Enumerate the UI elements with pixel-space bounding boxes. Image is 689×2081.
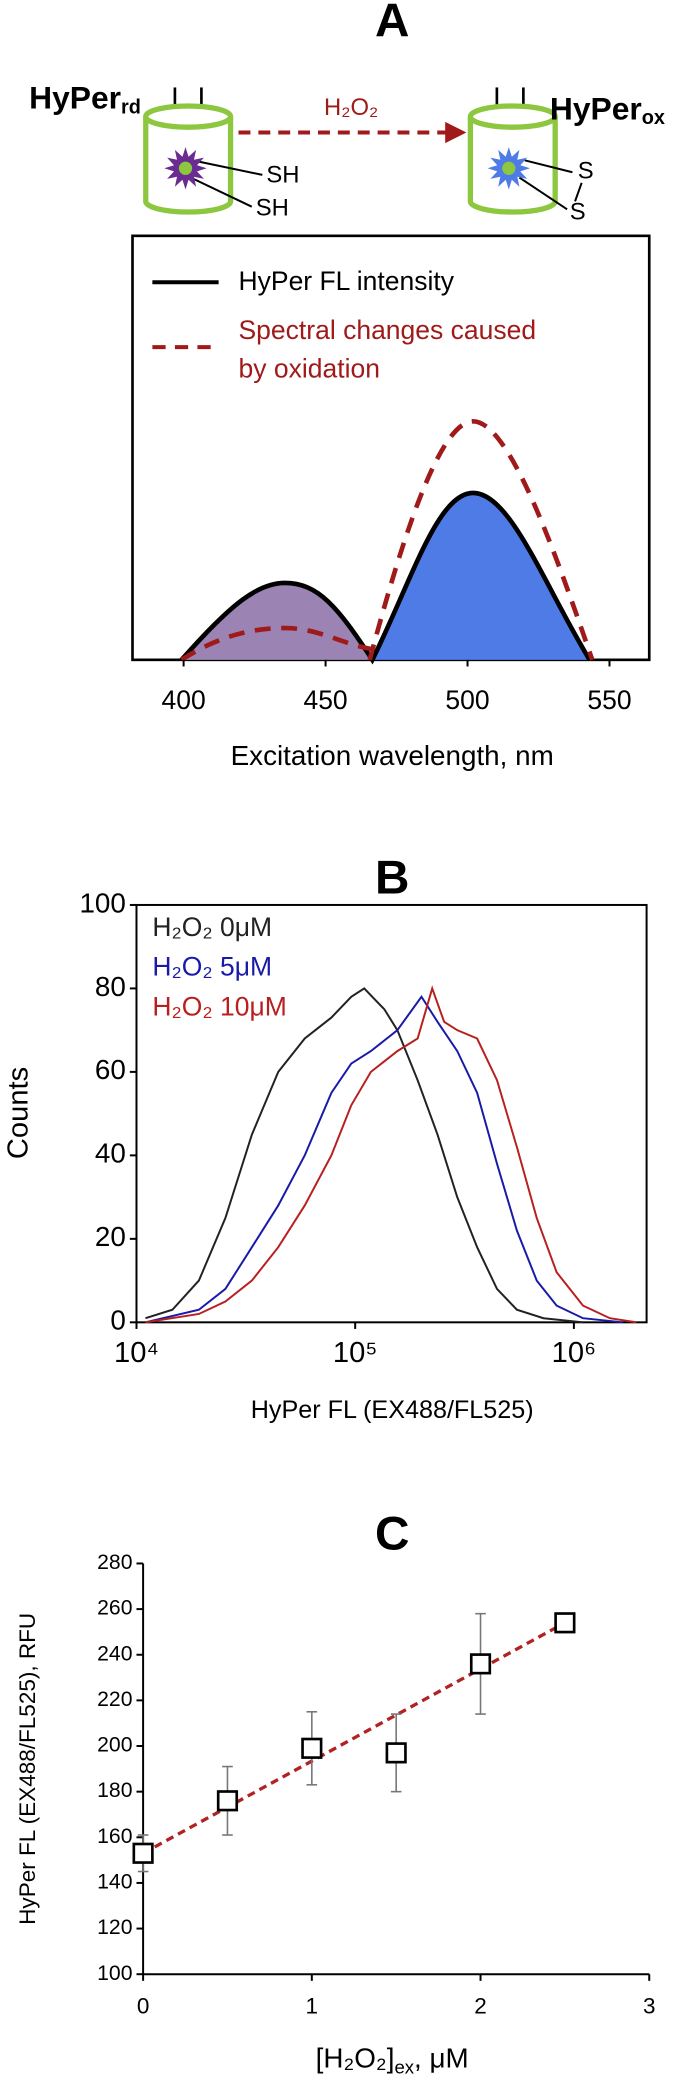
label-sub: rd [121,97,141,119]
thiol-label: SH [256,195,289,222]
x-tick-label: 500 [445,685,489,715]
disulfide-label: S [570,199,586,226]
label: HyPer [29,80,121,116]
x-tick-label: 450 [303,685,347,715]
fluorophore-core [178,161,193,175]
y-tick-label: 140 [97,1871,132,1894]
legend-text: HyPer FL intensity [238,267,455,297]
x-axis-label: Excitation wavelength, nm [231,740,554,771]
x-tick-label: 400 [162,685,206,715]
marker [132,1842,154,1864]
y-tick-label: 0 [110,1305,125,1336]
label-sub: ox [642,107,665,129]
fluorophore-core [502,161,516,175]
marker [385,1742,407,1764]
y-tick-label: 160 [97,1825,132,1848]
legend-label: H₂O₂ 0μM [152,912,272,942]
arrow-label: H₂O₂ [324,94,378,121]
x-tick-label: 2 [474,1993,487,2018]
y-tick-label: 180 [97,1779,132,1802]
y-axis-label: HyPer FL (EX488/FL525), RFU [15,1613,40,1925]
y-axis-label: Counts [3,1067,35,1159]
legend-label: H₂O₂ 10μM [152,991,286,1021]
series-line [145,987,584,1324]
y-tick-label: 60 [95,1054,126,1085]
x-axis-label: HyPer FL (EX488/FL525) [251,1396,534,1424]
bond [518,176,568,211]
schematic: HyPerrd HyPerox H₂O₂ SH SH S S [29,80,665,665]
x-axis-label: [H₂O₂]ex, μM [316,2043,469,2077]
legend-label: H₂O₂ 5μM [152,952,272,982]
series-line [145,985,637,1324]
panel-title: B [375,852,409,905]
y-tick-label: 260 [97,1597,132,1620]
x-tick-label: 550 [587,685,631,715]
legend-label: Spectral changes caused by oxidation [238,316,537,385]
marker [469,1653,492,1675]
marker [301,1737,323,1759]
panel-title: A [375,0,409,47]
y-tick-label: 20 [95,1221,126,1252]
label-sub: ex [394,2056,414,2077]
label: [H₂O₂] [316,2043,395,2074]
spectrum-fill [372,492,590,660]
marker [216,1790,239,1812]
y-tick-label: 120 [97,1916,132,1939]
bond [524,159,573,174]
arrow-head [445,121,467,144]
marker [554,1612,576,1634]
spectrum-curve [180,419,595,662]
x-tick-label: 10⁶ [552,1337,596,1369]
legend-text: Spectral changes caused by oxidation [238,316,537,385]
x-tick-label: 10⁴ [114,1337,159,1369]
panel-title: C [375,1508,409,1561]
cylinder-top [143,103,234,130]
y-tick-label: 240 [97,1642,132,1665]
y-tick-label: 40 [95,1138,126,1169]
series-line [145,995,623,1324]
y-tick-label: 200 [97,1734,132,1757]
x-tick-label: 3 [643,1993,656,2018]
spectrum-curve [179,490,592,665]
bond [198,160,263,176]
cylinder-top [467,103,558,130]
y-tick-label: 220 [97,1688,132,1711]
legend-label: HyPer FL intensity [238,267,455,297]
trendline [142,1621,566,1855]
y-tick-label: 100 [79,887,125,918]
spectrum-fill [181,582,373,660]
label: HyPer [550,91,642,127]
plot-frame [135,903,648,1324]
y-tick-label: 100 [97,1962,132,1985]
bond [193,177,253,208]
x-tick-label: 0 [137,1993,150,2018]
state-label: HyPerrd [29,80,141,119]
state-label: HyPerox [550,91,665,130]
x-tick-label: 10⁵ [333,1337,377,1369]
thiol-label: SH [266,162,299,189]
label: , μM [414,2043,469,2074]
y-tick-label: 80 [95,971,126,1002]
disulfide-label: S [578,158,594,185]
bond [574,182,583,202]
x-tick-label: 1 [306,1993,319,2018]
y-tick-label: 280 [97,1551,132,1574]
